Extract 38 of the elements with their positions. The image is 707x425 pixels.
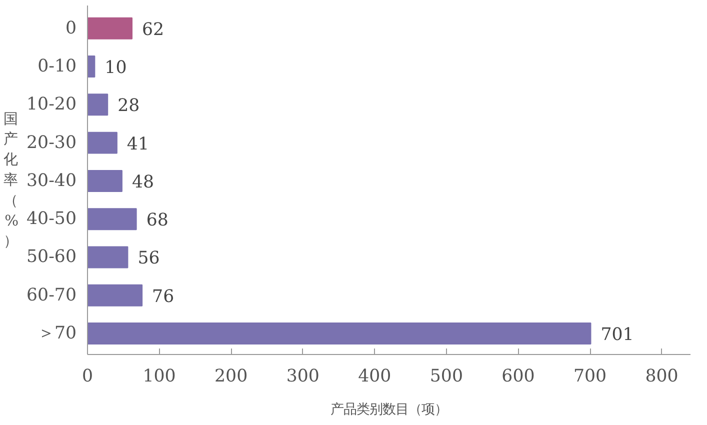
y-axis-title: 国产化率（%） xyxy=(4,110,19,250)
data-label: 41 xyxy=(126,134,149,154)
bar xyxy=(88,132,118,154)
bar xyxy=(88,322,592,345)
data-label: 76 xyxy=(152,286,174,307)
data-label: 48 xyxy=(132,172,154,192)
x-tick-label: 400 xyxy=(358,366,392,386)
bar xyxy=(88,17,133,40)
bar xyxy=(88,94,108,116)
data-label: 10 xyxy=(104,58,127,78)
bar xyxy=(88,170,122,192)
y-tick-label: 20-30 xyxy=(26,132,77,153)
data-label: 62 xyxy=(142,20,164,40)
x-tick-label: 800 xyxy=(645,366,678,386)
bar xyxy=(88,56,96,78)
x-axis-title: 产品类别数目（项） xyxy=(330,402,448,418)
x-tick-label: 0 xyxy=(82,366,94,386)
y-tick-label: 0 xyxy=(65,18,77,38)
y-tick-label: 40-50 xyxy=(26,209,77,230)
y-tick-label: 50-60 xyxy=(26,247,77,268)
y-tick-label: 10-20 xyxy=(26,94,77,115)
data-label: 56 xyxy=(138,248,160,269)
data-label: 701 xyxy=(600,325,634,346)
x-tick-label: 300 xyxy=(286,366,320,386)
data-label: 28 xyxy=(118,96,140,116)
y-tick-label: ＞70 xyxy=(37,324,77,344)
x-tick-label: 200 xyxy=(214,366,248,386)
bar xyxy=(88,246,128,268)
x-tick-label: 600 xyxy=(502,366,535,386)
x-tick-label: 500 xyxy=(430,366,463,386)
y-tick-label: 60-70 xyxy=(26,285,77,306)
y-tick-label: 0-10 xyxy=(38,56,77,77)
x-tick-label: 100 xyxy=(142,366,176,386)
bar xyxy=(88,208,137,230)
x-tick-label: 700 xyxy=(573,366,607,386)
bar xyxy=(88,284,143,306)
data-label: 68 xyxy=(146,210,168,231)
y-tick-label: 30-40 xyxy=(26,170,77,191)
